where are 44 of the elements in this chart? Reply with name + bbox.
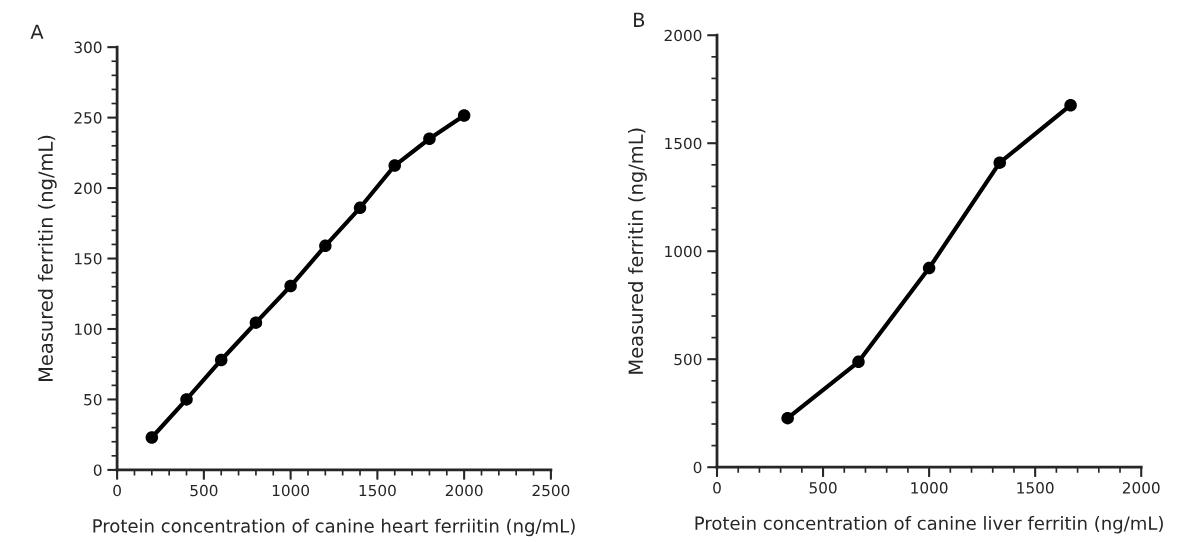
x-tick-label: 1000 (911, 482, 948, 494)
point (922, 261, 936, 275)
y-tick-label: 50 (84, 393, 102, 406)
point (249, 316, 263, 329)
chart-title: B (634, 12, 645, 27)
x-axis-title: Protein concentration of canine liver ferritin (ng/mL) (695, 516, 1163, 534)
y-axis-title: Measured ferritin (ng/mL) (628, 128, 647, 374)
y-tick-label: 500 (674, 353, 702, 366)
y-tick-label: 300 (74, 41, 102, 54)
x-tick-label: 0 (713, 482, 721, 494)
x-tick-label: 2000 (445, 484, 483, 497)
point (993, 156, 1006, 169)
point (180, 393, 193, 406)
point (781, 411, 794, 425)
point (1064, 98, 1077, 112)
point (214, 353, 228, 367)
y-tick-label: 0 (93, 464, 102, 476)
y-tick-label: 2000 (664, 29, 702, 42)
x-tick-label: 1500 (359, 484, 396, 497)
y-tick-label: 1000 (665, 245, 702, 258)
point (852, 355, 865, 369)
x-axis-title: Protein concentration of canine heart ferriitin (ng/mL) (93, 518, 575, 537)
x-tick-label: 0 (113, 484, 121, 497)
point (353, 201, 367, 215)
chart-title: A (30, 24, 44, 39)
y-tick-label: 250 (74, 112, 102, 124)
point (388, 159, 401, 172)
point (319, 239, 332, 253)
x-tick-label: 1000 (272, 484, 310, 497)
point (284, 279, 297, 293)
y-tick-label: 0 (693, 461, 702, 474)
y-axis-title: Measured ferritin (ng/mL) (37, 135, 57, 381)
x-tick-label: 2500 (532, 484, 570, 497)
x-tick-label: 500 (190, 484, 218, 497)
y-tick-label: 1500 (665, 137, 702, 150)
y-tick-label: 100 (75, 323, 102, 336)
x-tick-label: 1500 (1017, 482, 1054, 494)
y-tick-label: 150 (75, 253, 102, 265)
y-tick-label: 200 (74, 182, 102, 195)
point (423, 132, 436, 145)
point (457, 109, 471, 122)
point (145, 431, 159, 444)
x-tick-label: 2000 (1122, 482, 1160, 494)
x-tick-label: 500 (809, 482, 837, 494)
